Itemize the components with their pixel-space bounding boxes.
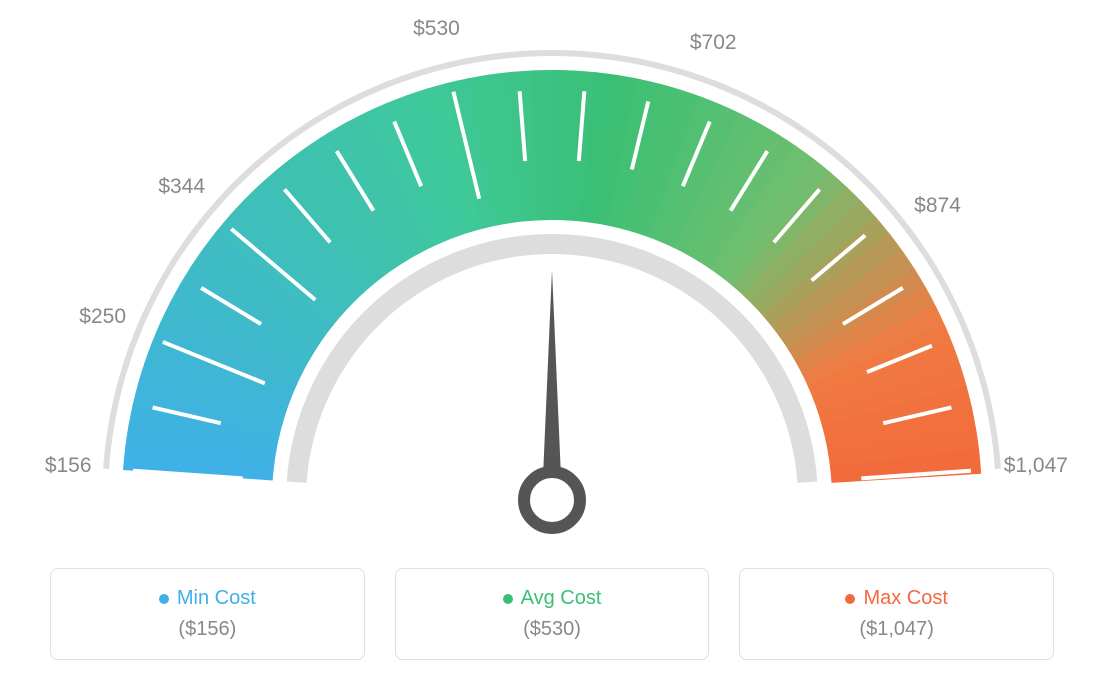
legend-max-cost: Max Cost ($1,047) <box>739 568 1054 660</box>
legend-max-value: ($1,047) <box>740 618 1053 641</box>
gauge-svg <box>52 30 1052 570</box>
legend-dot-avg <box>503 594 513 604</box>
legend-avg-label-row: Avg Cost <box>503 587 602 610</box>
gauge-tick-label: $1,047 <box>1004 454 1068 478</box>
gauge-tick-label: $530 <box>413 17 460 41</box>
legend-row: Min Cost ($156) Avg Cost ($530) Max Cost… <box>50 568 1054 660</box>
gauge-tick-label: $344 <box>158 175 205 199</box>
legend-min-label-row: Min Cost <box>159 587 256 610</box>
legend-dot-max <box>845 594 855 604</box>
legend-min-value: ($156) <box>51 618 364 641</box>
gauge-tick-label: $702 <box>690 31 737 55</box>
gauge-tick-label: $250 <box>79 305 126 329</box>
legend-avg-label: Avg Cost <box>521 587 602 610</box>
gauge-tick-label: $156 <box>45 454 92 478</box>
gauge-tick-label: $874 <box>914 194 961 218</box>
legend-min-cost: Min Cost ($156) <box>50 568 365 660</box>
legend-max-label-row: Max Cost <box>845 587 947 610</box>
gauge-area: $156 $250 $344 $530 $702 $874 $1,047 <box>0 0 1104 560</box>
legend-avg-value: ($530) <box>396 618 709 641</box>
legend-avg-cost: Avg Cost ($530) <box>395 568 710 660</box>
cost-gauge-chart: $156 $250 $344 $530 $702 $874 $1,047 Min Cost … <box>0 0 1104 690</box>
legend-min-label: Min Cost <box>177 587 256 610</box>
legend-max-label: Max Cost <box>863 587 947 610</box>
legend-dot-min <box>159 594 169 604</box>
